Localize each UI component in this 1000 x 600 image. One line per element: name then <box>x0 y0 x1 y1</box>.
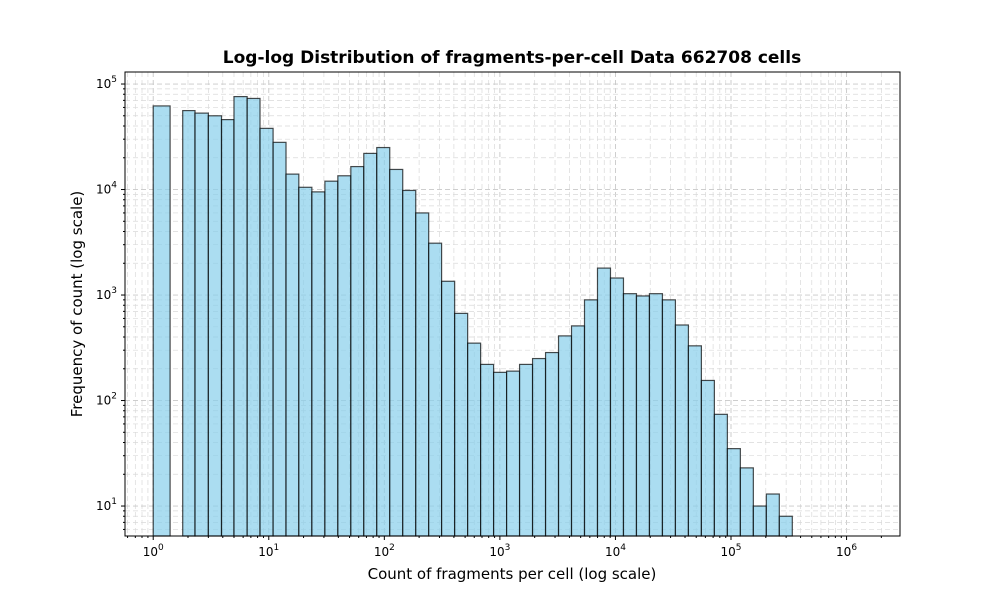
histogram-bar <box>622 293 638 537</box>
plot-frame <box>124 71 901 537</box>
histogram-bar <box>454 312 469 537</box>
x-tick-label: 105 <box>720 543 741 559</box>
y-tick-label: 104 <box>96 181 117 197</box>
x-tick-label: 100 <box>143 543 164 559</box>
histogram-bar <box>324 180 339 537</box>
histogram-bar <box>492 371 508 537</box>
histogram-bar <box>152 105 171 537</box>
x-tick-label: 101 <box>258 543 279 559</box>
histogram-bar <box>674 324 690 537</box>
bars <box>152 95 793 537</box>
chart-title: Log-log Distribution of fragments-per-ce… <box>223 48 801 68</box>
histogram-bar <box>298 186 313 537</box>
histogram-bar <box>609 277 625 537</box>
histogram-bar <box>467 342 482 537</box>
histogram-bar <box>752 505 767 537</box>
histogram-bar <box>402 189 417 537</box>
y-axis-ticks: 101 102 103 104 105 <box>96 75 125 530</box>
histogram-bar <box>700 379 715 537</box>
histogram-bar <box>726 448 741 537</box>
x-tick-label: 104 <box>605 543 626 559</box>
histogram-bar <box>389 168 404 537</box>
histogram-bar <box>557 335 573 537</box>
histogram-bar <box>739 467 754 537</box>
histogram-bar <box>233 95 248 537</box>
x-tick-label: 102 <box>374 543 395 559</box>
y-tick-label: 101 <box>96 497 117 513</box>
histogram-bar <box>194 112 209 537</box>
histogram-bar <box>350 165 365 537</box>
histogram-bar <box>713 413 728 537</box>
histogram-bar <box>428 242 443 537</box>
histogram-bar <box>376 146 391 537</box>
histogram-bar <box>648 293 664 537</box>
histogram-bar <box>544 351 560 537</box>
x-tick-label: 106 <box>836 543 857 559</box>
histogram-bar <box>207 115 223 537</box>
y-tick-label: 105 <box>96 75 117 91</box>
histogram-bar <box>440 280 456 537</box>
histogram-bar <box>272 141 287 537</box>
x-axis-ticks: 100 101 102 103 104 105 106 <box>127 536 882 559</box>
histogram-bar <box>246 97 261 537</box>
histogram-bar <box>778 515 793 537</box>
histogram-bar <box>687 345 702 537</box>
y-axis-label: Frequency of count (log scale) <box>68 191 86 418</box>
histogram-bar <box>259 127 274 537</box>
histogram-bar <box>182 109 196 537</box>
histogram-bar <box>765 493 780 537</box>
x-axis-label: Count of fragments per cell (log scale) <box>368 565 657 583</box>
histogram-bar <box>635 295 651 537</box>
histogram-bar <box>596 267 612 537</box>
histogram-bar <box>220 119 235 537</box>
histogram-bar <box>570 325 586 537</box>
histogram-bar <box>531 357 547 537</box>
histogram-bar <box>480 363 495 537</box>
histogram-bar <box>661 299 677 537</box>
histogram-bar <box>285 173 300 537</box>
histogram-bar <box>337 175 352 537</box>
histogram-bar <box>583 299 599 537</box>
histogram-bar <box>505 370 521 537</box>
histogram-bar <box>363 152 378 537</box>
y-tick-label: 103 <box>96 286 117 302</box>
histogram-bar <box>311 191 326 537</box>
y-tick-label: 102 <box>96 392 117 408</box>
histogram-bar <box>415 212 430 537</box>
x-tick-label: 103 <box>489 543 510 559</box>
histogram-bar <box>518 363 534 537</box>
